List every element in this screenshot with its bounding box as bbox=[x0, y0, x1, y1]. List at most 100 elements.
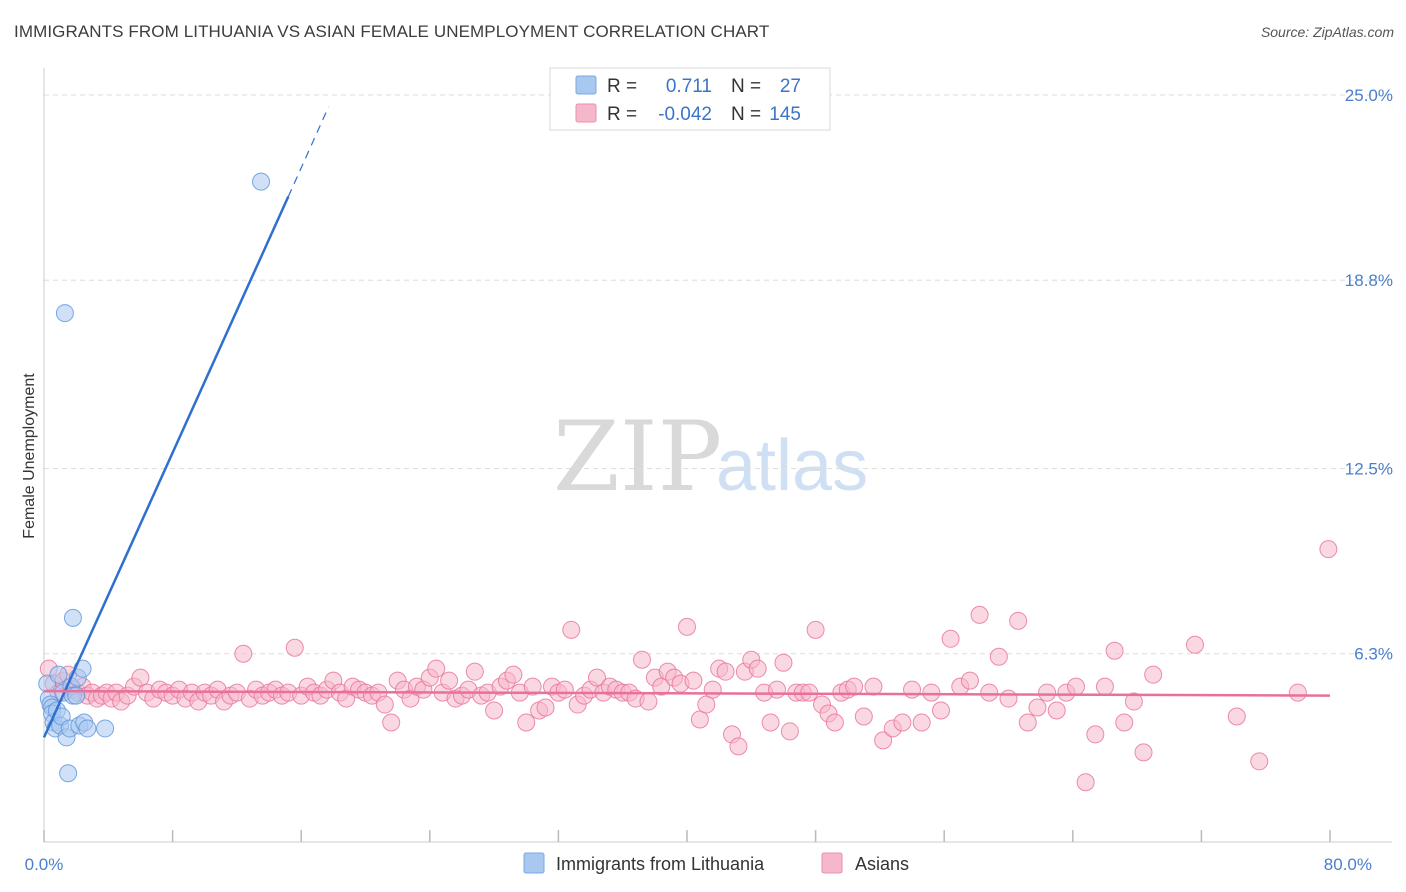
asians-point bbox=[729, 737, 748, 756]
asians-point bbox=[825, 713, 844, 732]
asians-point bbox=[690, 710, 709, 729]
legend-swatch-lithuania bbox=[575, 75, 597, 95]
asians-point bbox=[1134, 743, 1153, 762]
asians-point bbox=[922, 683, 941, 702]
asians-point bbox=[1185, 635, 1204, 654]
asians-point bbox=[768, 680, 787, 699]
lithuania-point bbox=[59, 764, 78, 783]
asians-point bbox=[999, 689, 1018, 708]
lithuania-point bbox=[63, 608, 82, 627]
series-legend: Immigrants from Lithuania Asians bbox=[523, 852, 909, 874]
asians-point bbox=[1250, 752, 1269, 771]
asians-point bbox=[806, 620, 825, 639]
chart-title: IMMIGRANTS FROM LITHUANIA VS ASIAN FEMAL… bbox=[14, 22, 770, 41]
x-tick-label-max: 80.0% bbox=[1324, 855, 1372, 874]
asians-point bbox=[536, 698, 555, 717]
watermark: ZIP atlas bbox=[553, 401, 868, 513]
asians-point bbox=[1028, 698, 1047, 717]
lithuania-point bbox=[67, 686, 86, 705]
asians-point bbox=[632, 650, 651, 669]
asians-point bbox=[1038, 683, 1057, 702]
asians-point bbox=[941, 629, 960, 648]
asians-points bbox=[39, 540, 1338, 792]
correlation-legend: R = 0.711 N = 27 R = -0.042 N = 145 bbox=[549, 67, 831, 131]
asians-point bbox=[980, 683, 999, 702]
lithuania-points bbox=[38, 172, 271, 783]
lithuania-point bbox=[96, 719, 115, 738]
asians-point bbox=[523, 677, 542, 696]
asians-point bbox=[131, 668, 150, 687]
asians-point bbox=[1047, 701, 1066, 720]
asians-point bbox=[845, 677, 864, 696]
y-tick-label: 25.0% bbox=[1345, 86, 1393, 105]
y-tick-labels: 6.3% 12.5% 18.8% 25.0% bbox=[1345, 86, 1393, 664]
asians-point bbox=[1076, 773, 1095, 792]
legend-r-value-asians: -0.042 bbox=[658, 104, 712, 125]
asians-point bbox=[774, 653, 793, 672]
lithuania-point bbox=[55, 304, 74, 323]
lithuania-point bbox=[78, 719, 97, 738]
asians-point bbox=[234, 644, 253, 663]
source-label: Source: ZipAtlas.com bbox=[1260, 24, 1394, 40]
asians-point bbox=[485, 701, 504, 720]
asians-point bbox=[375, 695, 394, 714]
asians-point bbox=[970, 605, 989, 624]
asians-point bbox=[1124, 692, 1143, 711]
asians-point bbox=[780, 722, 799, 741]
asians-point bbox=[697, 695, 716, 714]
asians-point bbox=[1105, 641, 1124, 660]
asians-point bbox=[1067, 677, 1086, 696]
asians-point bbox=[1227, 707, 1246, 726]
asians-point bbox=[931, 701, 950, 720]
legend-r-label-asians: R = bbox=[607, 104, 637, 125]
asians-point bbox=[465, 662, 484, 681]
asians-point bbox=[382, 713, 401, 732]
asians-point bbox=[761, 713, 780, 732]
y-axis-title: Female Unemployment bbox=[21, 373, 38, 539]
legend-r-value-lithuania: 0.711 bbox=[666, 76, 712, 97]
asians-point bbox=[1115, 713, 1134, 732]
asians-point bbox=[678, 617, 696, 636]
asians-point bbox=[1009, 611, 1028, 630]
asians-point bbox=[1095, 677, 1114, 696]
legend-n-value-asians: 145 bbox=[769, 104, 801, 125]
asians-point bbox=[587, 668, 606, 687]
bottom-legend-swatch-lithuania bbox=[523, 852, 545, 874]
asians-point bbox=[989, 647, 1008, 666]
x-tick-label-min: 0.0% bbox=[25, 855, 64, 874]
bottom-legend-swatch-asians bbox=[821, 852, 843, 874]
lithuania-point bbox=[252, 172, 271, 191]
asians-point bbox=[703, 680, 722, 699]
asians-point bbox=[504, 665, 523, 684]
asians-trend-line bbox=[43, 689, 1331, 697]
asians-point bbox=[562, 620, 581, 639]
asians-point bbox=[748, 659, 767, 678]
asians-point bbox=[1144, 665, 1163, 684]
bottom-legend-label-lithuania: Immigrants from Lithuania bbox=[556, 854, 765, 874]
legend-n-label-lithuania: N = bbox=[731, 76, 761, 97]
asians-point bbox=[1319, 540, 1338, 559]
bottom-legend-label-asians: Asians bbox=[855, 854, 909, 874]
asians-point bbox=[427, 659, 446, 678]
asians-point bbox=[639, 692, 658, 711]
legend-swatch-asians bbox=[575, 103, 597, 123]
asians-point bbox=[555, 680, 574, 699]
asians-point bbox=[874, 731, 893, 750]
lithuania-trend-extension bbox=[287, 106, 330, 197]
watermark-atlas: atlas bbox=[716, 426, 868, 506]
asians-point bbox=[854, 707, 873, 726]
legend-n-value-lithuania: 27 bbox=[780, 76, 801, 97]
asians-point bbox=[1288, 683, 1307, 702]
asians-point bbox=[440, 671, 459, 690]
asians-point bbox=[652, 677, 671, 696]
asians-point bbox=[960, 671, 979, 690]
asians-point bbox=[716, 662, 735, 681]
legend-r-label-lithuania: R = bbox=[607, 76, 637, 97]
watermark-zip: ZIP bbox=[553, 401, 722, 513]
asians-point bbox=[1086, 725, 1105, 744]
asians-point bbox=[285, 638, 304, 657]
asians-point bbox=[912, 713, 931, 732]
y-tick-label: 18.8% bbox=[1345, 271, 1393, 290]
gridlines bbox=[44, 94, 1392, 655]
y-tick-label: 12.5% bbox=[1345, 459, 1393, 478]
